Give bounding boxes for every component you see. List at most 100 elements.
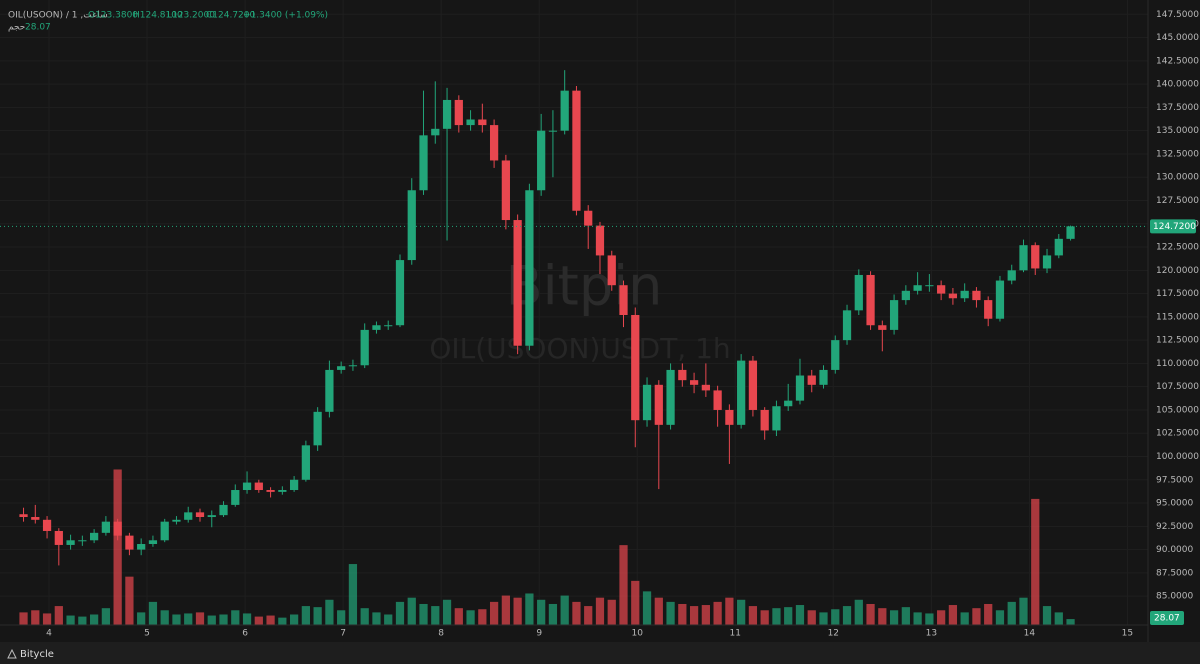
y-tick-label: 140.0000 <box>1156 80 1199 90</box>
volume-bar <box>689 606 699 625</box>
volume-bar <box>19 612 28 625</box>
candle-body <box>772 406 781 431</box>
volume-bar <box>737 599 746 625</box>
candle-body <box>666 369 675 425</box>
candle-body <box>901 290 910 301</box>
volume-bar <box>642 591 652 625</box>
candle-body <box>595 225 605 256</box>
candle-body <box>489 125 499 161</box>
candle-body <box>148 540 158 545</box>
candle-body <box>1042 255 1052 269</box>
candle-body <box>960 290 969 299</box>
volume-bar <box>678 603 687 625</box>
candle-body <box>478 119 487 126</box>
volume-bar <box>125 576 134 625</box>
y-tick-label: 100.0000 <box>1156 452 1199 462</box>
candle-body <box>431 128 440 136</box>
candle-body <box>184 512 193 520</box>
candle-body <box>878 325 887 330</box>
volume-bar <box>242 613 252 625</box>
volume-bar <box>101 608 110 625</box>
candle-body <box>42 519 52 531</box>
volume-bar <box>748 606 758 625</box>
x-tick-label: 6 <box>242 629 248 639</box>
candle-body <box>207 515 216 518</box>
volume-bar <box>231 610 240 625</box>
x-tick-label: 5 <box>144 629 150 639</box>
candle-body <box>372 325 381 330</box>
x-tick-label: 12 <box>828 629 839 639</box>
x-tick-label: 10 <box>632 629 644 639</box>
candle-body <box>689 380 699 385</box>
candle-body <box>289 479 299 491</box>
candle-body <box>54 530 63 545</box>
candle-body <box>513 220 522 346</box>
candle-body <box>160 521 169 541</box>
candle-body <box>337 366 346 370</box>
volume-bar <box>219 614 228 625</box>
candle-body <box>631 315 640 421</box>
y-tick-label: 102.5000 <box>1156 429 1199 439</box>
candle-body <box>195 512 205 518</box>
volume-bar <box>1031 498 1040 625</box>
volume-bar <box>360 608 369 625</box>
volume-bar <box>395 601 405 625</box>
volume-bar <box>784 607 793 625</box>
last-volume-box <box>1150 611 1184 625</box>
candle-body <box>172 519 181 522</box>
y-tick-label: 110.0000 <box>1156 359 1199 369</box>
volume-bar <box>337 610 346 625</box>
volume-bar <box>901 607 910 625</box>
candle-body <box>560 90 569 131</box>
volume-bar <box>795 605 805 625</box>
volume-bar <box>760 610 769 625</box>
header-close: C124.7200 <box>206 11 256 21</box>
volume-bar <box>548 603 558 625</box>
candle-body <box>78 540 87 542</box>
candle-body <box>642 384 652 421</box>
y-tick-label: 142.5000 <box>1156 56 1199 66</box>
y-tick-label: 122.5000 <box>1156 243 1199 253</box>
footer-logo <box>7 648 17 659</box>
volume-bar <box>725 597 734 625</box>
volume-bar <box>913 612 922 625</box>
candle-body <box>913 285 922 291</box>
volume-bar <box>466 610 475 625</box>
volume-bar <box>513 597 522 625</box>
volume-bar <box>889 610 899 625</box>
candle-body <box>678 369 687 381</box>
volume-bar <box>984 603 993 625</box>
y-tick-label: 92.5000 <box>1156 522 1193 532</box>
candle-body <box>819 369 828 385</box>
y-tick-label: 135.0000 <box>1156 126 1199 136</box>
footer-bar <box>0 642 1200 664</box>
volume-bar <box>960 612 969 625</box>
volume-bar <box>972 608 981 625</box>
candle-body <box>1019 245 1028 271</box>
candle-body <box>254 482 263 491</box>
volume-bar <box>184 613 193 625</box>
candle-body <box>454 99 463 126</box>
candle-body <box>242 482 252 491</box>
candle-body <box>1031 245 1040 269</box>
volume-bar <box>207 615 216 625</box>
volume-bar <box>501 595 510 625</box>
volume-bar <box>372 612 381 625</box>
candle-body <box>395 260 405 326</box>
volume-bar <box>254 616 263 625</box>
x-tick-label: 4 <box>46 629 52 639</box>
y-tick-label: 137.5000 <box>1156 103 1199 113</box>
volume-bar <box>454 608 463 625</box>
volume-bar <box>1066 619 1075 625</box>
candle-body <box>231 490 240 505</box>
candle-body <box>125 535 134 550</box>
volume-bar <box>148 601 158 625</box>
volume-bar <box>31 610 40 625</box>
candle-body <box>984 300 993 319</box>
volume-bar <box>289 614 299 625</box>
volume-bar <box>1054 612 1063 625</box>
footer-brand[interactable]: Bitycle <box>20 649 54 660</box>
volume-bar <box>419 603 428 625</box>
